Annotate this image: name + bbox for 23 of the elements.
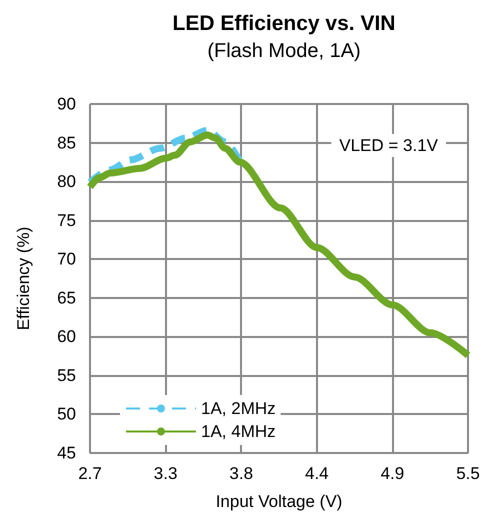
y-tick-label: 60 [57, 327, 76, 346]
legend-label: 1A, 2MHz [201, 399, 276, 418]
y-tick-label: 80 [57, 172, 76, 192]
chart-title: LED Efficiency vs. VIN [172, 12, 396, 35]
y-tick-label: 50 [57, 404, 76, 424]
y-tick-label: 55 [57, 366, 76, 385]
x-tick-label: 2.7 [78, 464, 102, 483]
y-tick-label: 75 [57, 210, 76, 230]
y-tick-label: 45 [57, 444, 76, 462]
y-axis-title: Efficiency (%) [14, 226, 33, 330]
x-tick-label: 3.8 [229, 464, 254, 483]
legend-label: 1A, 4MHz [201, 422, 276, 441]
chart-subtitle: (Flash Mode, 1A) [207, 40, 361, 62]
x-axis-title: Input Voltage (V) [216, 492, 342, 511]
x-tick-label: 5.5 [456, 464, 480, 483]
y-tick-label: 85 [57, 133, 76, 152]
x-tick-label: 3.3 [154, 464, 178, 483]
y-tick-label: 70 [57, 250, 76, 269]
y-tick-label: 65 [57, 288, 76, 308]
annotation: VLED = 3.1V [339, 136, 439, 155]
x-tick-label: 4.4 [304, 464, 329, 483]
x-tick-label: 4.9 [380, 464, 404, 483]
y-tick-label: 90 [57, 94, 76, 114]
